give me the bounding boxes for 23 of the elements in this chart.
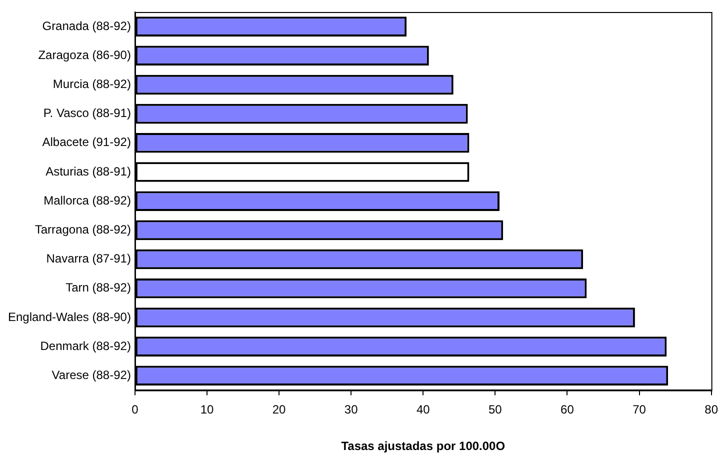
x-tick-label: 40 (416, 402, 430, 417)
x-tick-label: 0 (132, 402, 139, 417)
y-tick-label: Mallorca (88-92) (44, 193, 131, 208)
y-tick-label: Tarn (88-92) (66, 280, 131, 295)
y-tick-label: Granada (88-92) (42, 18, 131, 33)
y-tick-label: P. Vasco (88-91) (43, 106, 131, 120)
x-tick-label: 20 (272, 402, 286, 417)
x-axis-title: Tasas ajustadas por 100.00O (341, 439, 506, 454)
y-tick-label: Tarragona (88-92) (34, 222, 131, 237)
x-tick-label: 70 (632, 402, 646, 417)
x-tick-label: 60 (560, 402, 574, 417)
y-tick-label: Zaragoza (86-90) (38, 48, 131, 62)
y-tick-label: Albacete (91-92) (42, 135, 131, 150)
x-tick-label: 30 (344, 402, 358, 417)
x-tick-label: 80 (704, 402, 718, 417)
y-tick-label: Asturias (88-91) (46, 164, 131, 178)
y-tick-label: England-Wales (88-90) (8, 310, 131, 324)
y-tick-label: Denmark (88-92) (40, 338, 131, 353)
x-tick-label: 50 (488, 402, 502, 417)
y-tick-label: Murcia (88-92) (52, 77, 131, 92)
y-tick-label: Varese (88-92) (52, 368, 131, 382)
x-tick-label: 10 (200, 402, 214, 417)
y-tick-label: Navarra (87-91) (46, 252, 131, 266)
